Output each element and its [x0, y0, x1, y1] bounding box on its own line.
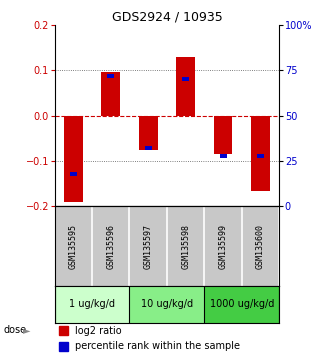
Bar	[214, 116, 232, 154]
Bar	[182, 77, 189, 81]
Bar	[55, 286, 129, 323]
Bar	[139, 116, 158, 150]
Text: log2 ratio: log2 ratio	[75, 326, 121, 336]
Bar	[64, 116, 83, 202]
Bar	[101, 73, 120, 116]
Bar	[59, 326, 68, 335]
Bar	[204, 286, 279, 323]
Text: 10 ug/kg/d: 10 ug/kg/d	[141, 299, 193, 309]
Text: GSM135595: GSM135595	[69, 224, 78, 269]
Bar	[257, 154, 264, 158]
Bar	[59, 342, 68, 351]
Bar	[70, 172, 77, 176]
Text: ►: ►	[23, 325, 31, 335]
Text: GSM135600: GSM135600	[256, 224, 265, 269]
Bar	[145, 146, 152, 150]
Text: GSM135598: GSM135598	[181, 224, 190, 269]
Text: GSM135597: GSM135597	[144, 224, 153, 269]
Text: GSM135599: GSM135599	[219, 224, 228, 269]
Title: GDS2924 / 10935: GDS2924 / 10935	[111, 11, 222, 24]
Bar	[129, 286, 204, 323]
Bar	[220, 154, 227, 158]
Text: GSM135596: GSM135596	[106, 224, 115, 269]
Text: percentile rank within the sample: percentile rank within the sample	[75, 341, 240, 351]
Bar	[176, 57, 195, 116]
Text: 1000 ug/kg/d: 1000 ug/kg/d	[210, 299, 274, 309]
Bar	[107, 74, 114, 78]
Text: 1 ug/kg/d: 1 ug/kg/d	[69, 299, 115, 309]
Text: dose: dose	[3, 325, 26, 335]
Bar	[251, 116, 270, 190]
